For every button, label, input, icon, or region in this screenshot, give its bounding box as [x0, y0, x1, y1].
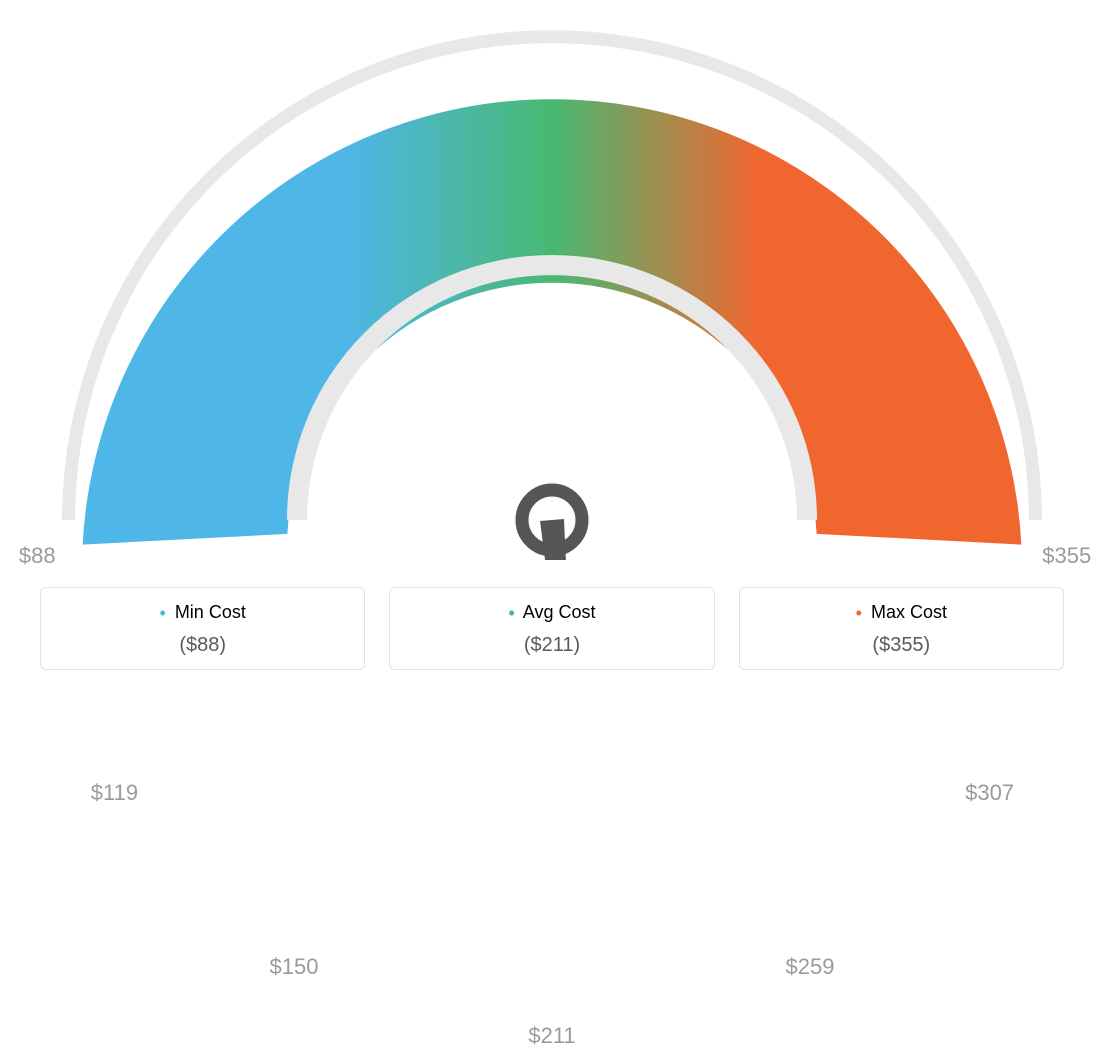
- legend-card-min: • Min Cost ($88): [40, 587, 365, 670]
- legend-label-min: Min Cost: [175, 602, 246, 622]
- legend-card-avg: • Avg Cost ($211): [389, 587, 714, 670]
- scale-label: $119: [91, 780, 138, 806]
- legend-value-min: ($88): [51, 634, 354, 657]
- scale-label: $259: [786, 954, 835, 980]
- scale-label: $307: [965, 780, 1014, 806]
- gauge-area: $88$119$150$211$259$307$355: [0, 0, 1104, 560]
- scale-label: $88: [19, 543, 56, 569]
- legend-value-max: ($355): [750, 634, 1053, 657]
- legend-label-max: Max Cost: [871, 602, 947, 622]
- dot-icon: •: [159, 603, 165, 623]
- legend-value-avg: ($211): [400, 634, 703, 657]
- legend-label-avg: Avg Cost: [523, 602, 596, 622]
- legend-title-max: • Max Cost: [750, 602, 1053, 624]
- dot-icon: •: [508, 603, 514, 623]
- legend-row: • Min Cost ($88) • Avg Cost ($211) • Max…: [40, 587, 1064, 670]
- legend-title-min: • Min Cost: [51, 602, 354, 624]
- legend-card-max: • Max Cost ($355): [739, 587, 1064, 670]
- scale-label: $211: [528, 1023, 575, 1049]
- cost-gauge-chart: $88$119$150$211$259$307$355 • Min Cost (…: [0, 0, 1104, 690]
- gauge-svg: [0, 0, 1104, 560]
- scale-label: $150: [270, 954, 319, 980]
- legend-title-avg: • Avg Cost: [400, 602, 703, 624]
- dot-icon: •: [856, 603, 862, 623]
- scale-label: $355: [1042, 543, 1091, 569]
